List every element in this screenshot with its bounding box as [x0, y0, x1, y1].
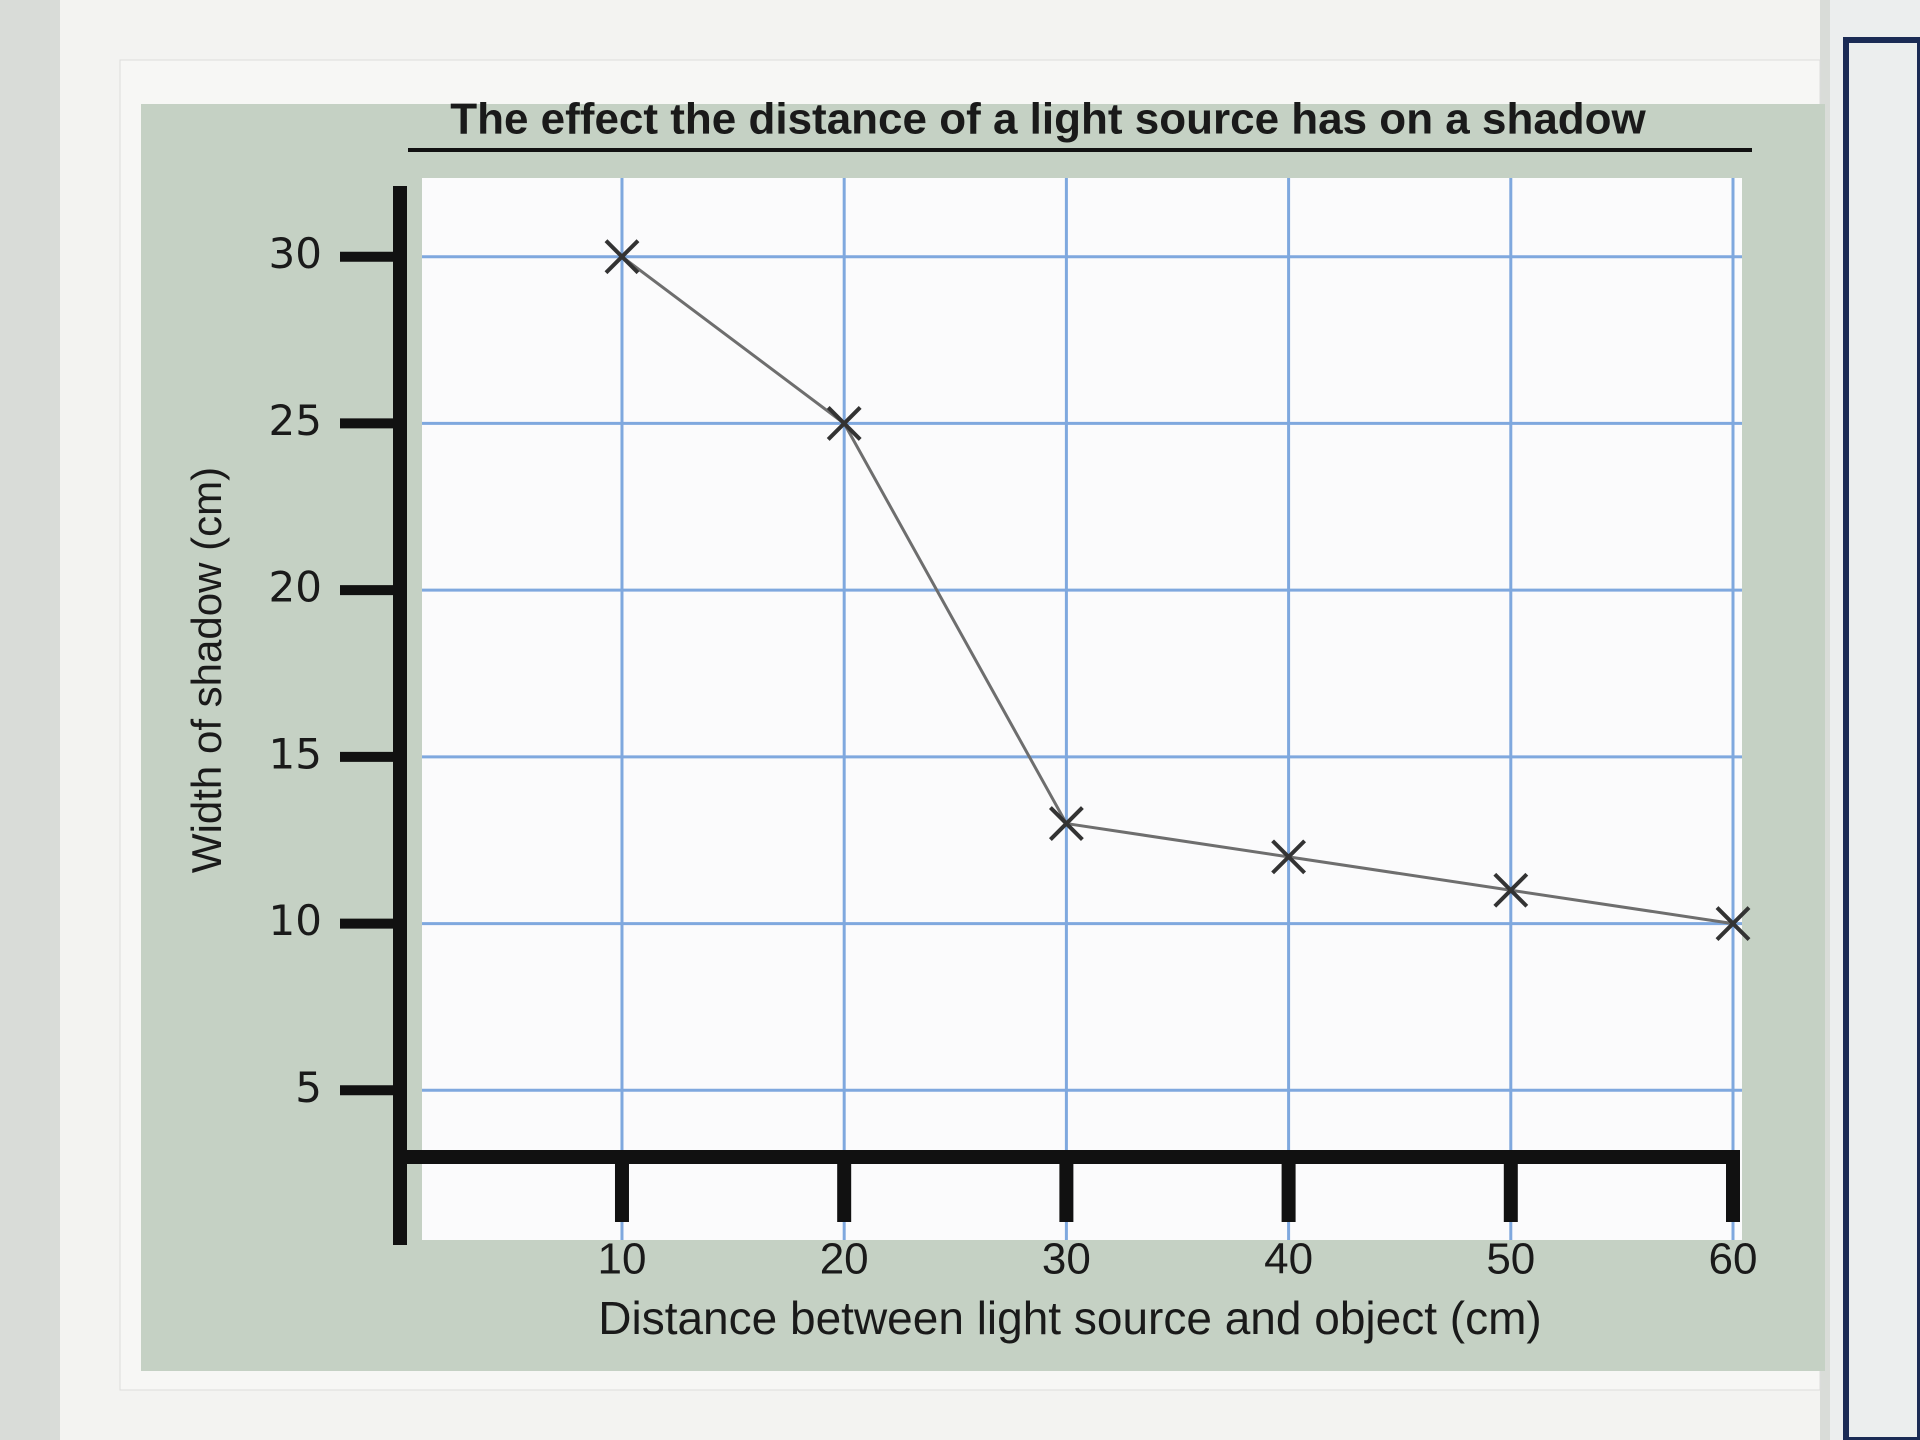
x-tick-label: 30	[1042, 1235, 1091, 1284]
chart-title: The effect the distance of a light sourc…	[450, 95, 1646, 144]
x-tick-label: 10	[598, 1235, 647, 1284]
plot-marks	[604, 239, 1751, 942]
y-tick-label: 5	[295, 1063, 322, 1112]
data-point	[1493, 872, 1529, 908]
series-line	[621, 255, 1734, 926]
x-axis-title: Distance between light source and object…	[598, 1292, 1541, 1344]
y-tick-label: 15	[269, 729, 322, 778]
data-point	[826, 405, 862, 441]
x-tick-label: 40	[1264, 1235, 1313, 1284]
y-tick-label: 10	[269, 896, 322, 945]
grid	[422, 178, 1742, 1240]
data-point	[1271, 839, 1307, 875]
x-tick-label: 20	[820, 1235, 869, 1284]
x-tick-label: 50	[1486, 1235, 1535, 1284]
plot-area	[422, 178, 1742, 1240]
data-point	[604, 239, 640, 275]
y-axis-title: Width of shadow (cm)	[183, 467, 230, 873]
data-point	[1715, 906, 1751, 942]
data-point	[1048, 806, 1084, 841]
ticks: 5 10 15 20 25 30 10 20 30 40 50 60	[269, 229, 1758, 1283]
y-tick-label: 25	[269, 396, 322, 445]
x-tick-label: 60	[1709, 1235, 1758, 1284]
y-tick-label: 30	[269, 229, 322, 278]
side-frame	[1843, 37, 1920, 1440]
y-tick-label: 20	[269, 563, 322, 612]
